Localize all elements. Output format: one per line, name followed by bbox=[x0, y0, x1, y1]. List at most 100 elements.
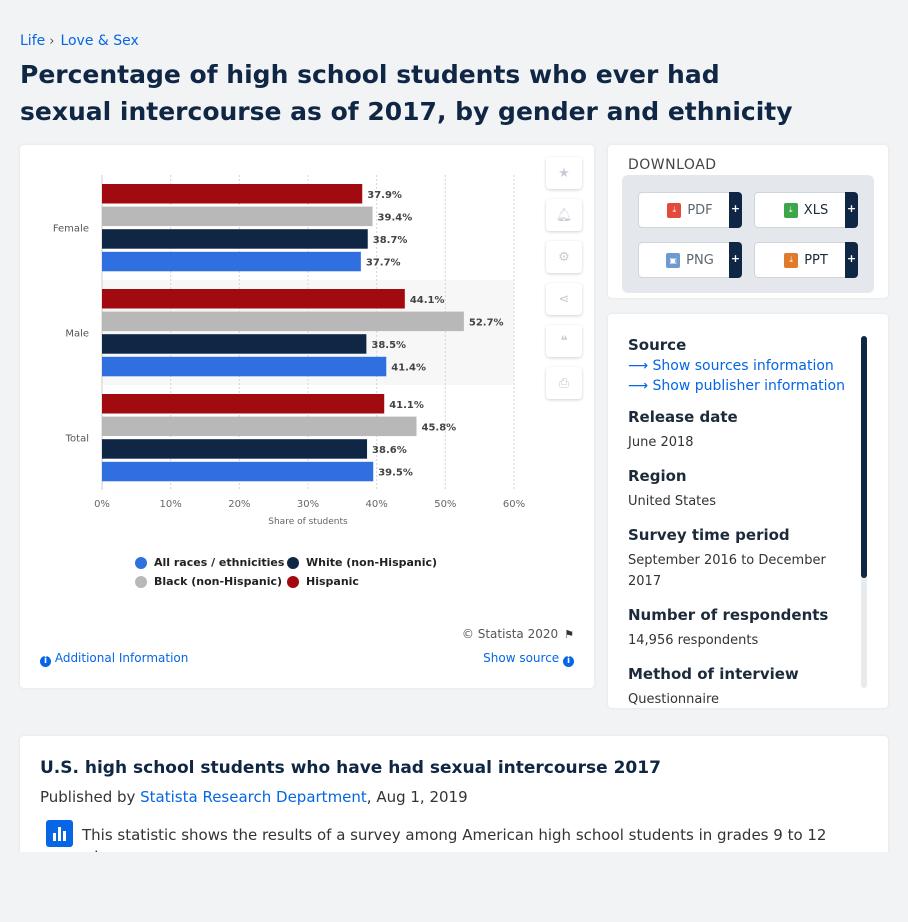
statistic-title: U.S. high school students who have had s… bbox=[40, 758, 661, 778]
method-label: Method of interview bbox=[628, 665, 799, 683]
legend-item-black[interactable]: Black (non-Hispanic) bbox=[135, 575, 287, 588]
download-xls-label: XLS bbox=[803, 202, 829, 218]
published-by: Published by Statista Research Departmen… bbox=[40, 788, 468, 806]
details-scrollbar[interactable] bbox=[861, 336, 867, 688]
plus-icon[interactable]: + bbox=[729, 192, 742, 228]
release-date-value: June 2018 bbox=[628, 435, 694, 450]
bar-value-label: 41.1% bbox=[389, 400, 424, 411]
legend-label: Black (non-Hispanic) bbox=[154, 575, 283, 588]
release-date-label: Release date bbox=[628, 408, 738, 426]
survey-period-value: September 2016 to December 2017 bbox=[628, 553, 826, 589]
bar-value-label: 52.7% bbox=[469, 317, 504, 328]
bar bbox=[102, 334, 367, 354]
bar bbox=[102, 461, 374, 482]
show-publisher-label: Show publisher information bbox=[652, 378, 845, 394]
png-file-icon: ▣ bbox=[666, 252, 681, 268]
bar-chart: 0% 10% 20% 30% 40% 50% 60% Share of students Fem… bbox=[53, 175, 525, 527]
additional-information-link[interactable]: i Additional Information bbox=[40, 651, 188, 667]
page-title: Percentage of high school students who e… bbox=[20, 60, 793, 126]
arrow-right-icon: ⟶ bbox=[628, 358, 653, 374]
category-label: Total bbox=[65, 434, 89, 445]
footer-band bbox=[0, 852, 908, 922]
quote-icon[interactable]: ❝ bbox=[546, 325, 582, 357]
plus-icon[interactable]: + bbox=[845, 192, 858, 228]
published-prefix: Published by bbox=[40, 788, 141, 806]
show-sources-link[interactable]: ⟶ Show sources information bbox=[628, 358, 858, 374]
details-card: Source ⟶ Show sources information ⟶ Show… bbox=[608, 314, 888, 708]
breadcrumb-love-sex[interactable]: Love & Sex bbox=[60, 33, 139, 49]
xls-file-icon: ⤓ bbox=[783, 202, 798, 218]
plus-icon[interactable]: + bbox=[845, 242, 858, 278]
region-label: Region bbox=[628, 467, 687, 485]
share-icon[interactable]: ⋖ bbox=[546, 283, 582, 315]
bar bbox=[102, 439, 368, 459]
category-label: Female bbox=[53, 224, 89, 235]
download-xls-button[interactable]: ⤓ XLS + bbox=[754, 192, 858, 228]
flag-icon[interactable]: ⚑ bbox=[564, 628, 574, 641]
bar bbox=[102, 356, 387, 377]
publisher-link[interactable]: Statista Research Department bbox=[140, 788, 367, 806]
download-ppt-label: PPT bbox=[804, 252, 828, 268]
copyright: © Statista 2020 ⚑ bbox=[462, 627, 574, 641]
show-sources-label: Show sources information bbox=[652, 358, 834, 374]
x-tick-label: 30% bbox=[297, 499, 319, 510]
info-icon: i bbox=[563, 656, 574, 667]
bar-value-label: 39.5% bbox=[378, 468, 413, 479]
respondents-value: 14,956 respondents bbox=[628, 633, 759, 648]
x-tick-label: 50% bbox=[434, 499, 456, 510]
download-png-label: PNG bbox=[686, 252, 714, 268]
chart-card: 0% 10% 20% 30% 40% 50% 60% Share of students Fem… bbox=[20, 145, 594, 688]
legend-label: All races / ethnicities bbox=[154, 556, 285, 569]
download-png-button[interactable]: ▣ PNG + bbox=[638, 242, 742, 278]
bell-icon[interactable]: 🔔︎ bbox=[546, 199, 582, 231]
star-icon[interactable]: ★ bbox=[546, 157, 582, 189]
source-label: Source bbox=[628, 336, 687, 354]
print-icon[interactable]: ⎙ bbox=[546, 367, 582, 399]
bar-value-label: 37.7% bbox=[366, 258, 401, 269]
survey-period-label: Survey time period bbox=[628, 526, 790, 544]
bar bbox=[102, 184, 363, 204]
legend-item-hispanic[interactable]: Hispanic bbox=[287, 575, 359, 588]
x-tick-label: 60% bbox=[503, 499, 525, 510]
bar bbox=[102, 289, 405, 309]
scrollbar-thumb[interactable] bbox=[861, 336, 867, 578]
x-tick-label: 40% bbox=[366, 499, 388, 510]
legend-label: Hispanic bbox=[306, 575, 359, 588]
bar-value-label: 38.7% bbox=[373, 235, 408, 246]
x-axis-title: Share of students bbox=[268, 517, 348, 527]
download-pdf-button[interactable]: ⤓ PDF + bbox=[638, 192, 742, 228]
region-value: United States bbox=[628, 494, 717, 509]
show-source-label: Show source bbox=[483, 651, 560, 665]
method-value: Questionnaire bbox=[628, 692, 720, 707]
chart-legend: All races / ethnicities White (non-Hispa… bbox=[135, 553, 437, 591]
copyright-text: © Statista 2020 bbox=[461, 627, 559, 641]
respondents-label: Number of respondents bbox=[628, 606, 829, 624]
show-source-link[interactable]: Show source i bbox=[483, 651, 574, 667]
legend-label: White (non-Hispanic) bbox=[306, 556, 438, 569]
download-ppt-button[interactable]: ⤓ PPT + bbox=[754, 242, 858, 278]
info-icon: i bbox=[40, 656, 51, 667]
statistic-details: Source ⟶ Show sources information ⟶ Show… bbox=[628, 336, 858, 708]
show-publisher-link[interactable]: ⟶ Show publisher information bbox=[628, 378, 858, 394]
x-tick-label: 10% bbox=[160, 499, 182, 510]
plus-icon[interactable]: + bbox=[729, 242, 742, 278]
published-date: , Aug 1, 2019 bbox=[366, 788, 468, 806]
bar bbox=[102, 416, 417, 437]
bar bbox=[102, 229, 368, 249]
bar-value-label: 38.6% bbox=[372, 445, 407, 456]
legend-item-all-races[interactable]: All races / ethnicities bbox=[135, 556, 287, 569]
bar-value-label: 37.9% bbox=[367, 190, 402, 201]
arrow-right-icon: ⟶ bbox=[628, 378, 653, 394]
breadcrumb-separator: › bbox=[49, 34, 55, 49]
breadcrumb: Life › Love & Sex bbox=[20, 33, 139, 49]
x-tick-label: 20% bbox=[228, 499, 250, 510]
bar bbox=[102, 394, 385, 414]
legend-item-white[interactable]: White (non-Hispanic) bbox=[287, 556, 437, 569]
breadcrumb-life[interactable]: Life bbox=[20, 33, 46, 49]
gear-icon[interactable]: ⚙ bbox=[546, 241, 582, 273]
download-pdf-label: PDF bbox=[687, 202, 713, 218]
pdf-file-icon: ⤓ bbox=[667, 202, 682, 218]
legend-dot bbox=[135, 575, 147, 588]
download-title: DOWNLOAD bbox=[628, 157, 717, 173]
bar bbox=[102, 311, 464, 332]
